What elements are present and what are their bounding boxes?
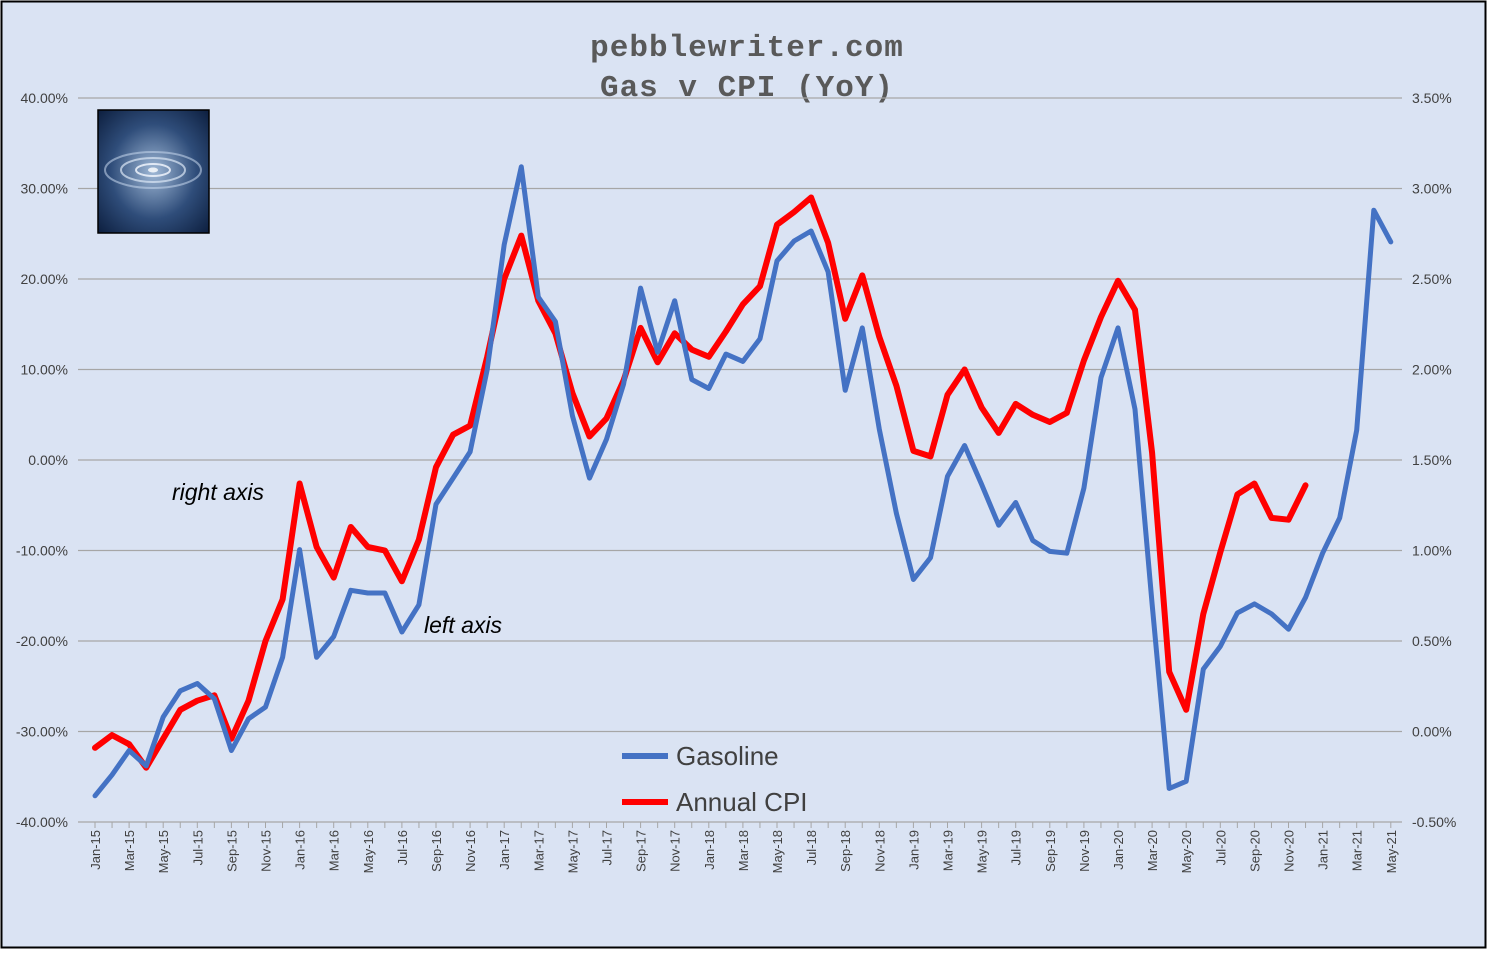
left-tick-label: 20.00%	[21, 271, 68, 287]
x-tick-label: Nov-18	[872, 830, 887, 872]
x-tick-label: May-21	[1384, 830, 1399, 873]
left-tick-label: 30.00%	[21, 181, 68, 197]
x-tick-label: Nov-16	[463, 830, 478, 872]
right-axis: 3.50% 3.00% 2.50% 2.00% 1.50% 1.00% 0.50% 0.00%…	[1412, 90, 1456, 830]
x-tick-label: Jul-15	[190, 830, 205, 865]
left-tick-label: 0.00%	[28, 452, 68, 468]
ripple-center	[148, 167, 158, 173]
right-tick-label: 2.50%	[1412, 271, 1452, 287]
x-tick-label: May-19	[975, 830, 990, 873]
ripple-ring	[135, 163, 171, 177]
x-tick-label: Mar-21	[1350, 830, 1365, 871]
x-tick-label: Jan-18	[702, 830, 717, 870]
left-tick-label: -30.00%	[16, 724, 68, 740]
x-axis: Jan-15 Mar-15 May-15 Jul-15 Sep-15 Nov-15 Jan-…	[88, 822, 1399, 873]
left-tick-label: -10.00%	[16, 543, 68, 559]
x-tick-label: Jul-16	[395, 830, 410, 865]
series	[92, 164, 1394, 799]
ripple-ring	[104, 151, 202, 189]
left-tick-label: 10.00%	[21, 362, 68, 378]
x-tick-label: Nov-15	[259, 830, 274, 872]
left-axis: 40.00% 30.00% 20.00% 10.00% 0.00% -10.00% -20.…	[16, 90, 68, 830]
x-tick-label: Nov-17	[668, 830, 683, 872]
right-tick-label: 3.00%	[1412, 181, 1452, 197]
x-tick-label: Sep-15	[224, 830, 239, 872]
x-tick-label: Jan-19	[906, 830, 921, 870]
x-tick-label: Jul-18	[804, 830, 819, 865]
right-tick-label: 0.00%	[1412, 724, 1452, 740]
x-tick-label: May-16	[361, 830, 376, 873]
x-tick-label: Jul-20	[1213, 830, 1228, 865]
legend-label-gasoline: Gasoline	[676, 741, 779, 771]
x-tick-label: Mar-16	[327, 830, 342, 871]
ripple-ring	[120, 157, 186, 183]
x-tick-label: Nov-19	[1077, 830, 1092, 872]
x-tick-label: Jul-17	[600, 830, 615, 865]
right-tick-label: 0.50%	[1412, 633, 1452, 649]
x-tick-label: May-20	[1179, 830, 1194, 873]
right-tick-label: 2.00%	[1412, 362, 1452, 378]
left-tick-label: -40.00%	[16, 814, 68, 830]
x-tick-label: Sep-19	[1043, 830, 1058, 872]
series-line-annual-cpi	[92, 194, 1309, 771]
legend: Gasoline Annual CPI	[622, 741, 808, 817]
gridlines	[78, 97, 1402, 823]
chart-title-line2: Gas v CPI (YoY)	[600, 71, 894, 106]
annotation-right-axis: right axis	[172, 479, 265, 505]
x-tick-label: Sep-18	[838, 830, 853, 872]
x-tick-label: Jan-20	[1111, 830, 1126, 870]
x-tick-label: Jan-17	[497, 830, 512, 870]
x-tick-label: Jan-15	[88, 830, 103, 870]
x-tick-label: May-15	[156, 830, 171, 873]
left-tick-label: 40.00%	[21, 90, 68, 106]
left-tick-label: -20.00%	[16, 633, 68, 649]
right-tick-label: 3.50%	[1412, 90, 1452, 106]
x-tick-label: Jan-16	[293, 830, 308, 870]
x-tick-label: May-17	[565, 830, 580, 873]
series-line-gasoline	[92, 164, 1394, 799]
x-tick-label: Sep-16	[429, 830, 444, 872]
x-tick-label: Mar-15	[122, 830, 137, 871]
x-tick-label: May-18	[770, 830, 785, 873]
x-tick-label: Mar-18	[736, 830, 751, 871]
annotation-left-axis: left axis	[424, 612, 502, 638]
right-tick-label: 1.00%	[1412, 543, 1452, 559]
right-tick-label: 1.50%	[1412, 452, 1452, 468]
logo	[97, 109, 210, 234]
x-tick-label: Jul-19	[1009, 830, 1024, 865]
legend-label-annual-cpi: Annual CPI	[676, 787, 808, 817]
x-tick-label: Nov-20	[1282, 830, 1297, 872]
x-tick-label: Mar-17	[531, 830, 546, 871]
x-tick-label: Mar-19	[941, 830, 956, 871]
x-tick-label: Sep-17	[634, 830, 649, 872]
x-tick-label: Jan-21	[1316, 830, 1331, 870]
chart-title-line1: pebblewriter.com	[590, 31, 904, 66]
right-tick-label: -0.50%	[1412, 814, 1456, 830]
x-tick-label: Sep-20	[1247, 830, 1262, 872]
x-tick-label: Mar-20	[1145, 830, 1160, 871]
